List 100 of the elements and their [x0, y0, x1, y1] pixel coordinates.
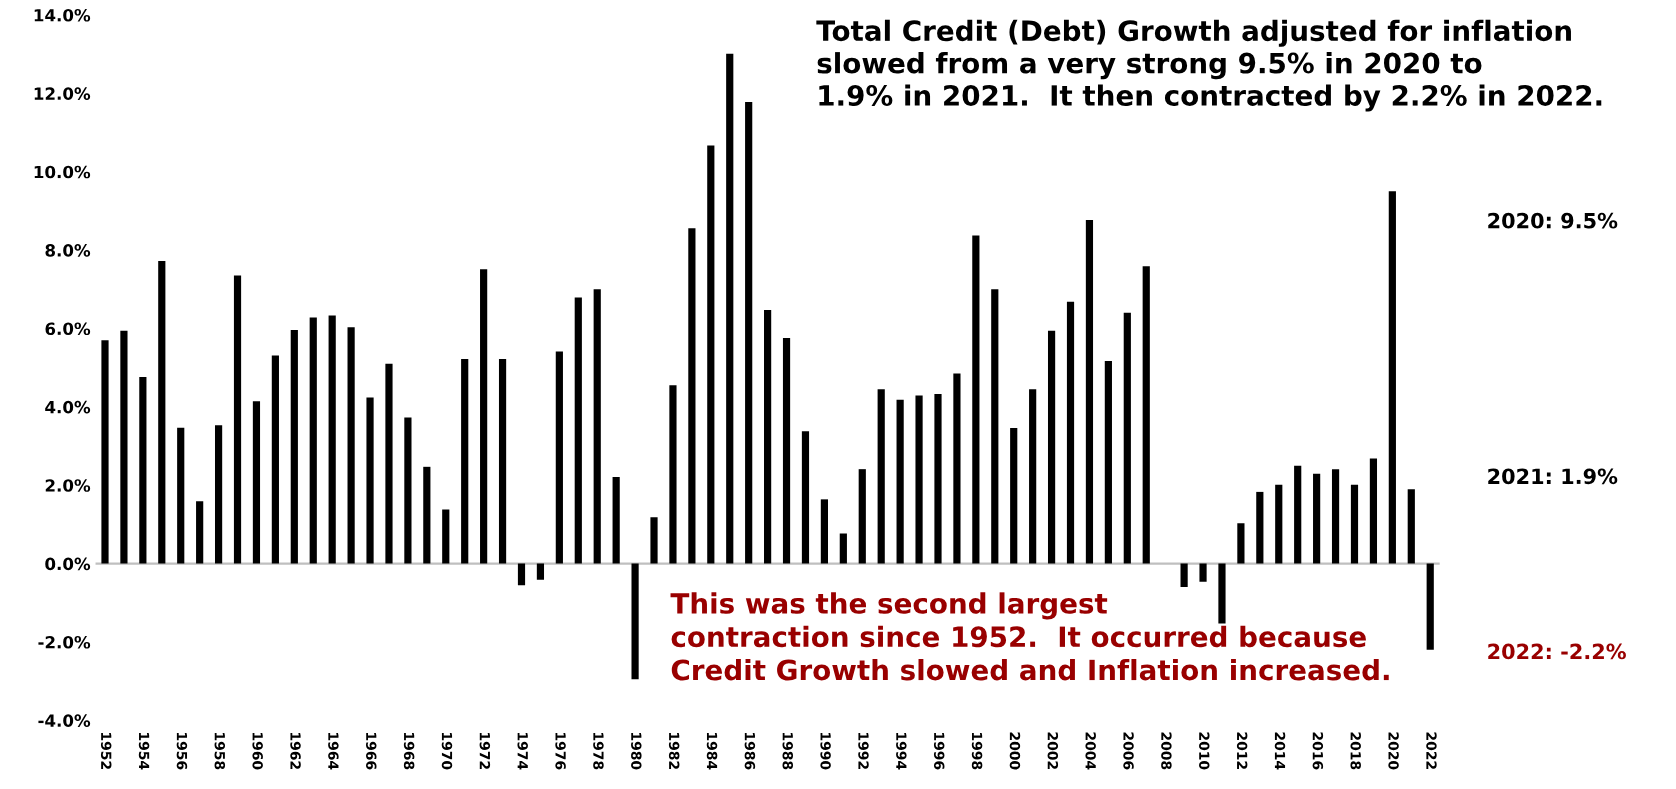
- x-tick-label: 2022: [1426, 732, 1437, 769]
- x-tick-label: 2016: [1312, 732, 1324, 770]
- bar: [877, 389, 885, 564]
- bar: [1350, 484, 1359, 564]
- bar: [120, 330, 128, 564]
- x-tick-label: 1958: [214, 733, 226, 770]
- bar: [177, 427, 185, 564]
- bar: [1313, 473, 1321, 564]
- x-tick-label: 2000: [1009, 732, 1021, 770]
- bar: [669, 385, 677, 564]
- bar: [593, 289, 601, 564]
- bar: [271, 355, 279, 564]
- x-tick-label: 1974: [517, 733, 528, 770]
- x-tick-label: 1972: [479, 733, 491, 769]
- annotation: This was the second largest contraction since 1952. It occurred because Credit Growth slowed and Inflation increased.: [670, 592, 1389, 681]
- x-tick-label: 1990: [820, 733, 831, 770]
- text: 2020: 9.5%: [1488, 212, 1618, 229]
- bar: [309, 317, 317, 564]
- bar: [839, 533, 847, 564]
- bar: [252, 401, 261, 564]
- bar: [517, 563, 526, 586]
- bar: [612, 477, 620, 564]
- bar: [858, 469, 866, 564]
- x-tick-label: 1956: [176, 733, 188, 770]
- x-tick-label: 1968: [403, 733, 415, 770]
- bar: [1388, 191, 1396, 564]
- bar: [385, 363, 393, 564]
- y-tick-label: 8.0%: [45, 244, 91, 257]
- bar: [1104, 361, 1112, 564]
- bar: [461, 359, 469, 564]
- x-tick-label: 2014: [1274, 732, 1286, 770]
- text: 2022: -2.2%: [1488, 643, 1626, 660]
- bar: [707, 145, 715, 564]
- bar: [631, 563, 639, 680]
- bar: [1331, 469, 1340, 564]
- x-tick-label: 1998: [971, 733, 983, 770]
- bar: [726, 53, 734, 564]
- bar: [498, 359, 507, 564]
- text: Total Credit (Debt) Growth adjusted for inflation slowed from a very strong 9.5% in 2020 to 1.9% in 2021. It then contracted by 2.2% in 2022.: [816, 19, 1602, 112]
- x-tick-label: 2018: [1350, 732, 1361, 770]
- bar: [991, 289, 999, 564]
- x-tick-label: 1966: [366, 733, 377, 770]
- x-tick-label: 1954: [138, 733, 150, 770]
- bar: [1199, 563, 1207, 582]
- bar: [1407, 489, 1415, 564]
- bar: [555, 351, 563, 564]
- x-tick-label: 1988: [782, 733, 794, 770]
- bar: [1085, 219, 1094, 564]
- bar: [233, 275, 242, 564]
- bar: [1180, 563, 1188, 588]
- bar: [101, 340, 109, 564]
- x-tick-label: 1992: [858, 733, 869, 769]
- bar: [782, 337, 791, 564]
- bar: [1218, 563, 1226, 624]
- bar: [214, 425, 223, 564]
- text: 2021: 1.9%: [1488, 468, 1618, 485]
- bar: [328, 315, 336, 564]
- bar: [801, 431, 810, 564]
- bar: [1010, 428, 1018, 564]
- bar: [972, 235, 980, 564]
- bar: [442, 509, 450, 564]
- bar: [1275, 484, 1283, 564]
- x-tick-label: 1960: [252, 733, 263, 770]
- bar: [915, 395, 923, 564]
- x-tick-label: 2020: [1388, 732, 1399, 770]
- x-tick-label: 1982: [668, 733, 680, 769]
- bar: [347, 327, 355, 564]
- bar: [934, 393, 942, 564]
- bar: [139, 377, 147, 564]
- x-tick-label: 1980: [631, 733, 642, 770]
- bar: [820, 499, 828, 564]
- y-tick-label: 6.0%: [45, 322, 91, 336]
- bar: [574, 297, 582, 564]
- bar: [1066, 301, 1075, 564]
- bar: [290, 330, 298, 564]
- bar: [536, 563, 545, 580]
- x-tick-label: 1986: [744, 733, 756, 770]
- y-tick-label: -4.0%: [38, 714, 91, 727]
- x-tick-label: 1976: [555, 733, 566, 770]
- bar: [1256, 491, 1264, 564]
- bar: [1426, 563, 1434, 650]
- x-tick-label: 1996: [933, 733, 945, 770]
- y-tick-label: 0.0%: [45, 557, 91, 571]
- bar: [196, 501, 204, 564]
- x-tick-label: 2002: [1047, 732, 1059, 769]
- x-tick-label: 1978: [593, 733, 604, 770]
- bar: [1294, 465, 1302, 564]
- bar: [423, 466, 431, 564]
- bar: [404, 417, 412, 564]
- x-tick-label: 1984: [706, 733, 718, 770]
- bar: [688, 228, 696, 564]
- bar: [896, 399, 904, 564]
- x-tick-label: 2004: [1085, 732, 1096, 770]
- y-tick-label: 2.0%: [45, 479, 91, 492]
- bar: [1123, 312, 1131, 564]
- bar: [1142, 266, 1150, 564]
- y-tick-label: 4.0%: [45, 400, 91, 414]
- bar: [1237, 523, 1245, 564]
- bar: [366, 397, 374, 564]
- y-tick-label: 14.0%: [34, 8, 91, 22]
